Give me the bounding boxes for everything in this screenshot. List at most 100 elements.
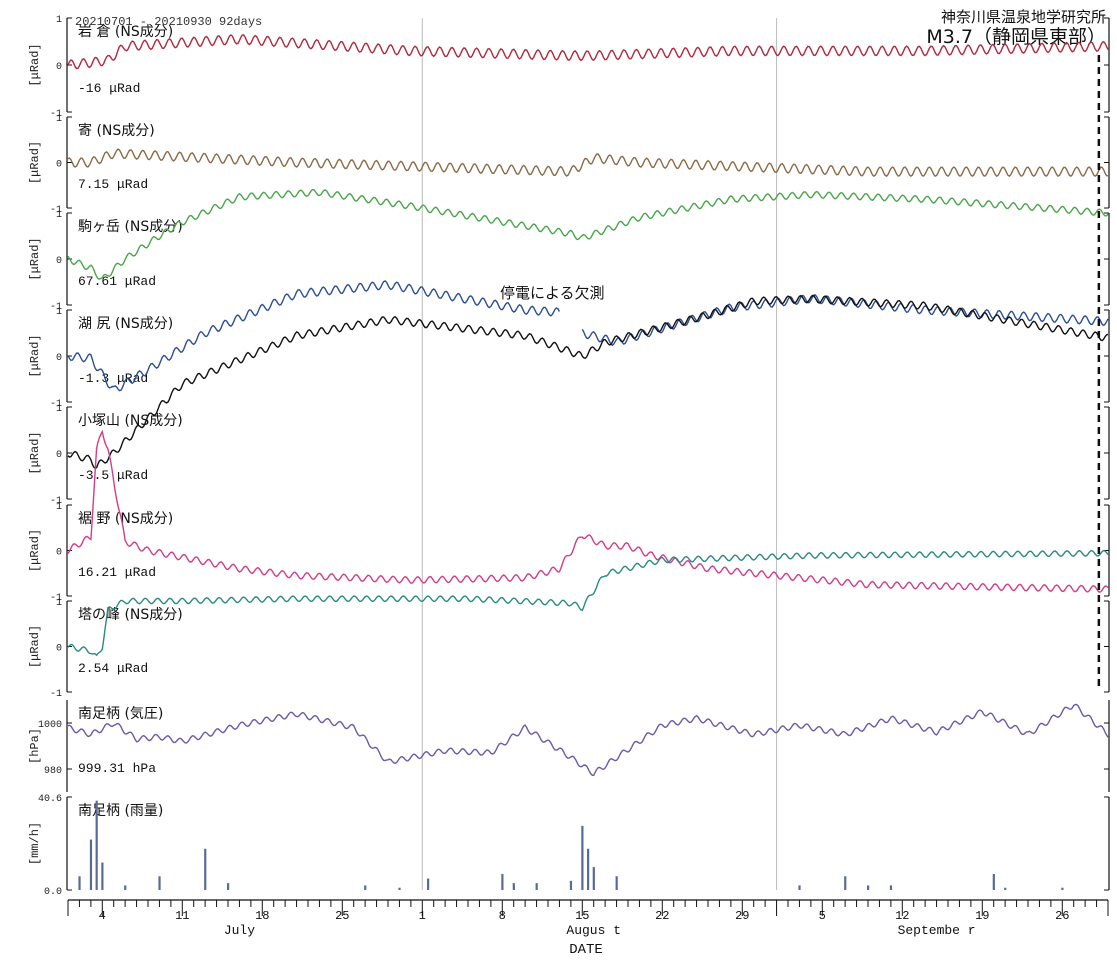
institute-label: 神奈川県温泉地学研究所 (941, 8, 1106, 26)
panel-name: 南足柄 (気圧) (78, 706, 163, 722)
rain-bar (587, 848, 590, 890)
series-line (67, 34, 1109, 70)
panel-2: 1 0 -1 [μRad] 駒ヶ岳 (NS成分) 67.61 μRad (28, 189, 1110, 313)
panel-name: 寄 (NS成分) (78, 122, 155, 139)
x-month-label: July (224, 923, 255, 938)
y-tick-label: -1 (50, 689, 62, 700)
y-tick-label: 1 (56, 598, 62, 609)
panel-name: 駒ヶ岳 (NS成分) (78, 219, 183, 235)
panel-6: 1 0 -1 [μRad] 塔の峰 (NS成分) 2.54 μRad (28, 549, 1110, 700)
series-line (581, 293, 1109, 347)
x-tick-label: 11 (175, 909, 189, 923)
y-tick-label: 1 (56, 114, 62, 125)
panel-name: 裾 野 (NS成分) (78, 511, 173, 527)
y-tick-label: 0 (56, 353, 62, 364)
rain-bar (124, 885, 127, 890)
series-line (67, 280, 561, 392)
panel-5: 1 0 -1 [μRad] 裾 野 (NS成分) 16.21 μRad (28, 429, 1110, 604)
rain-bar (844, 876, 847, 890)
y-unit-label: [μRad] (28, 237, 42, 280)
x-tick-label: 15 (575, 909, 589, 923)
panel-offset: 999.31 hPa (78, 761, 156, 776)
panel-name: 湖 尻 (NS成分) (78, 316, 173, 332)
rain-bar (1061, 887, 1064, 890)
series-line (67, 429, 1109, 593)
panel-name: 塔の峰 (NS成分) (78, 607, 183, 623)
y-unit-label: [μRad] (28, 529, 42, 572)
y-tick-label: 1 (56, 404, 62, 415)
rain-bar (798, 885, 801, 890)
panel-name: 小塚山 (NS成分) (78, 413, 183, 429)
panel-4: 10-1[μRad]小塚山 (NS成分)-3.5 μRad (28, 294, 1110, 507)
rain-bar (569, 880, 573, 890)
panel-offset: 2.54 μRad (78, 661, 148, 676)
y-tick-label: 0.0 (44, 887, 62, 898)
y-tick-label: 0 (56, 256, 62, 267)
rain-bar (592, 867, 595, 890)
series-line (67, 549, 1109, 657)
panel-7: 1000 980[hPa] 南足柄 (気圧) 999.31 hPa (28, 700, 1110, 792)
rain-bar (535, 883, 538, 890)
x-tick-label: 22 (655, 909, 669, 923)
series-line (67, 189, 1109, 280)
rain-bar (889, 885, 893, 890)
x-tick-label: 18 (255, 909, 269, 923)
x-month-label: Augus t (566, 923, 621, 938)
panel-8: 40.6 0.0 [mm/h] 南足柄 (雨量) (28, 794, 1110, 898)
rain-bar (992, 873, 995, 890)
y-tick-label: 0 (56, 644, 62, 655)
rain-bar (95, 800, 98, 890)
rain-bar (501, 873, 504, 890)
x-axis-title: DATE (569, 942, 603, 958)
y-tick-label: 1 (56, 210, 62, 221)
x-tick-label: 4 (99, 909, 106, 923)
x-tick-label: 5 (819, 909, 826, 923)
y-tick-label: 40.6 (38, 794, 62, 805)
y-tick-label: 1 (56, 307, 62, 318)
y-tick-label: -1 (50, 496, 62, 507)
y-unit-label: [μRad] (28, 43, 42, 86)
y-tick-label: 0 (56, 62, 62, 73)
series-line (67, 148, 1109, 177)
y-tick-label: 1 (56, 502, 62, 513)
x-tick-label: 1 (419, 909, 426, 923)
period-label: 20210701 - 20210930 92days (75, 15, 262, 29)
y-unit-label: [hPa] (28, 728, 42, 764)
y-tick-label: 0 (56, 160, 62, 171)
y-tick-label: -1 (50, 205, 62, 216)
rain-bar (227, 883, 230, 890)
rain-bar (364, 885, 367, 890)
rain-bar (398, 887, 401, 890)
panel-0: 1 0 -1 [μRad] 岩 倉 (NS成分) -16 μRad (28, 15, 1110, 120)
rain-bar (581, 825, 584, 890)
rain-bar (101, 862, 104, 890)
y-tick-label: -1 (50, 302, 62, 313)
y-tick-label: -1 (50, 109, 62, 120)
x-month-label: Septembe r (898, 923, 976, 938)
rain-bar (615, 876, 618, 890)
y-tick-label: 1000 (38, 720, 62, 731)
x-tick-label: 19 (975, 909, 989, 923)
y-tick-label: 1 (56, 15, 62, 26)
panel-offset: -16 μRad (78, 81, 140, 96)
rain-bar (512, 883, 515, 890)
rain-bar (1004, 887, 1007, 890)
panel-1: 1 0 -1 [μRad] 寄 (NS成分) 7.15 μRad (28, 114, 1110, 216)
y-unit-label: [μRad] (28, 334, 42, 377)
panel-offset: 67.61 μRad (78, 274, 156, 289)
y-tick-label: 980 (44, 766, 62, 777)
y-unit-label: [μRad] (28, 141, 42, 184)
y-unit-label: [μRad] (28, 431, 42, 474)
x-tick-label: 12 (895, 909, 909, 923)
rain-bar (427, 878, 430, 890)
x-tick-label: 26 (1055, 909, 1069, 923)
rain-bar (78, 876, 81, 890)
rain-bar (158, 876, 161, 890)
y-tick-label: -1 (50, 593, 62, 604)
rain-bar (867, 885, 870, 890)
event-label: M3.7（静岡県東部） (926, 26, 1106, 48)
panel-name: 岩 倉 (NS成分) (78, 24, 173, 40)
